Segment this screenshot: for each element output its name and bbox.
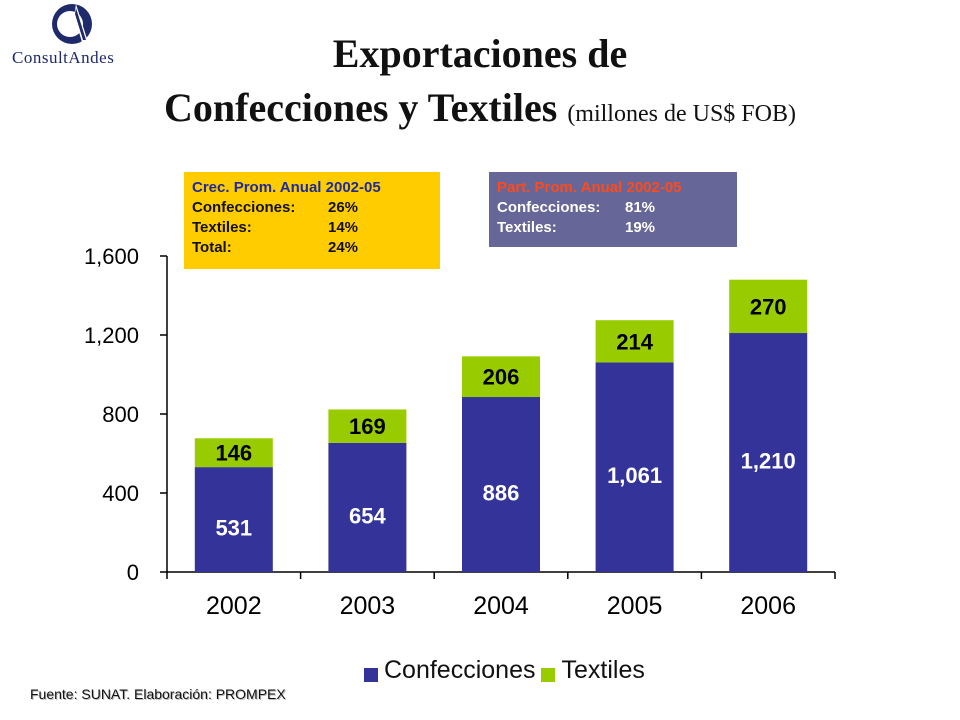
chart-legend: Confecciones Textiles: [364, 656, 651, 685]
x-tick-label: 2006: [740, 592, 796, 620]
x-tick-label: 2004: [473, 592, 529, 620]
data-label-confecciones: 654: [349, 503, 386, 528]
share-row: Confecciones: 81%: [497, 198, 729, 218]
bar-confecciones: [462, 397, 540, 572]
x-tick-label: 2005: [607, 592, 663, 620]
growth-row: Textiles: 14%: [192, 218, 432, 238]
share-box-header: Part. Prom. Anual 2002-05: [497, 179, 682, 196]
share-row-value: 81%: [625, 199, 656, 216]
x-tick-label: 2003: [340, 592, 396, 620]
growth-box-header: Crec. Prom. Anual 2002-05: [192, 179, 381, 196]
chart-title-line2: Confecciones y Textiles (millones de US$…: [80, 84, 880, 131]
bar-confecciones: [595, 362, 674, 572]
data-label-textiles: 206: [483, 365, 520, 390]
bar-textiles: [194, 438, 273, 468]
growth-row: Total: 24%: [192, 238, 432, 258]
legend-swatch-textiles: [541, 667, 556, 682]
bar-textiles: [462, 356, 540, 398]
logo-text: ConsultAndes: [12, 48, 115, 67]
legend-item-textiles: Textiles: [541, 656, 645, 685]
data-label-confecciones: 531: [215, 516, 252, 541]
growth-box: Crec. Prom. Anual 2002-05 Confecciones: …: [184, 172, 440, 269]
y-tick-label: 1,200: [84, 323, 139, 348]
share-row: Textiles: 19%: [497, 218, 729, 238]
growth-row-label: Confecciones:: [192, 199, 296, 216]
growth-row: Confecciones: 26%: [192, 198, 432, 218]
source-note: Fuente: SUNAT. Elaboración: PROMPEX: [30, 686, 286, 702]
bar-textiles: [595, 320, 674, 363]
data-label-textiles: 270: [750, 294, 787, 319]
y-tick-label: 800: [102, 402, 139, 427]
share-row-value: 19%: [625, 219, 656, 236]
data-label-textiles: 214: [616, 329, 653, 354]
y-tick-label: 400: [102, 481, 139, 506]
y-tick-label: 0: [127, 560, 139, 585]
growth-row-value: 14%: [328, 219, 359, 236]
data-label-confecciones: 1,210: [741, 449, 796, 474]
x-tick-label: 2002: [206, 592, 262, 620]
chart-title-line1: Exportaciones de: [332, 31, 628, 76]
bar-confecciones: [194, 467, 273, 572]
growth-row-value: 26%: [328, 199, 359, 216]
share-row-label: Confecciones:: [497, 199, 601, 216]
bar-confecciones: [729, 333, 808, 572]
legend-swatch-confecciones: [364, 667, 378, 682]
share-row-label: Textiles:: [497, 219, 557, 236]
data-label-textiles: 146: [215, 441, 252, 466]
data-label-confecciones: 1,061: [607, 463, 662, 488]
chart-title-main: Confecciones y Textiles: [164, 85, 558, 130]
growth-row-value: 24%: [328, 239, 359, 256]
legend-item-confecciones: Confecciones: [364, 656, 535, 685]
legend-label-textiles: Textiles: [561, 656, 645, 684]
y-tick-label: 1,600: [84, 244, 139, 269]
growth-row-label: Textiles:: [192, 219, 252, 236]
chart-title-unit: (millones de US$ FOB): [567, 101, 796, 127]
bar-textiles: [729, 279, 808, 334]
consultandes-logo: [52, 4, 92, 44]
data-label-confecciones: 886: [483, 481, 520, 506]
growth-row-label: Total:: [192, 239, 232, 256]
share-box: Part. Prom. Anual 2002-05 Confecciones: …: [489, 172, 737, 247]
legend-label-confecciones: Confecciones: [384, 656, 536, 684]
bar-textiles: [328, 409, 407, 443]
bar-confecciones: [328, 442, 407, 572]
data-label-textiles: 169: [349, 414, 386, 439]
